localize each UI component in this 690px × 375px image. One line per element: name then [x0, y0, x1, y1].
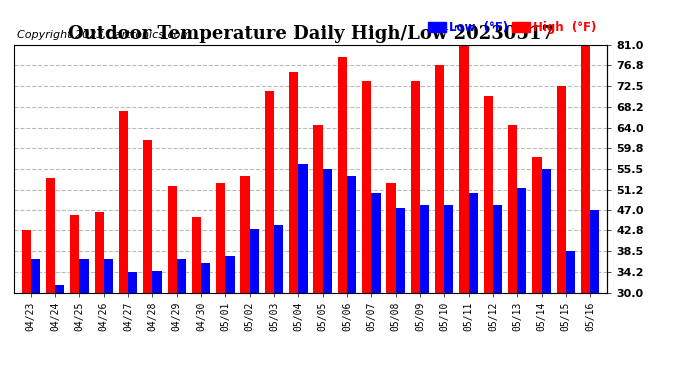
- Bar: [240, 176, 250, 292]
- Bar: [493, 205, 502, 292]
- Bar: [31, 258, 40, 292]
- Bar: [55, 285, 64, 292]
- Bar: [323, 169, 332, 292]
- Bar: [508, 125, 518, 292]
- Bar: [460, 45, 469, 292]
- Bar: [313, 125, 323, 292]
- Bar: [104, 258, 113, 292]
- Bar: [444, 205, 453, 292]
- Title: Outdoor Temperature Daily High/Low 20230517: Outdoor Temperature Daily High/Low 20230…: [68, 26, 553, 44]
- Bar: [469, 193, 477, 292]
- Bar: [250, 230, 259, 292]
- Bar: [386, 183, 395, 292]
- Text: Copyright 2023 Cartronics.com: Copyright 2023 Cartronics.com: [17, 30, 191, 40]
- Bar: [201, 263, 210, 292]
- Bar: [46, 178, 55, 292]
- Bar: [518, 188, 526, 292]
- Bar: [337, 57, 347, 292]
- Bar: [420, 205, 429, 292]
- Bar: [435, 65, 444, 292]
- Bar: [119, 111, 128, 292]
- Bar: [21, 230, 31, 292]
- Bar: [411, 81, 420, 292]
- Bar: [128, 272, 137, 292]
- Bar: [70, 215, 79, 292]
- Bar: [265, 91, 274, 292]
- Bar: [484, 96, 493, 292]
- Bar: [79, 258, 89, 292]
- Bar: [395, 208, 405, 292]
- Bar: [557, 86, 566, 292]
- Bar: [347, 176, 356, 292]
- Bar: [274, 225, 284, 292]
- Bar: [566, 251, 575, 292]
- Bar: [581, 45, 590, 292]
- Bar: [168, 186, 177, 292]
- Bar: [95, 212, 103, 292]
- Bar: [177, 258, 186, 292]
- Bar: [289, 72, 298, 292]
- Bar: [371, 193, 381, 292]
- Bar: [532, 157, 542, 292]
- Bar: [226, 256, 235, 292]
- Bar: [590, 210, 600, 292]
- Bar: [144, 140, 152, 292]
- Bar: [216, 183, 226, 292]
- Bar: [298, 164, 308, 292]
- Bar: [362, 81, 371, 292]
- Bar: [152, 271, 161, 292]
- Bar: [192, 217, 201, 292]
- Legend: Low  (°F), High  (°F): Low (°F), High (°F): [423, 16, 601, 39]
- Bar: [542, 169, 551, 292]
